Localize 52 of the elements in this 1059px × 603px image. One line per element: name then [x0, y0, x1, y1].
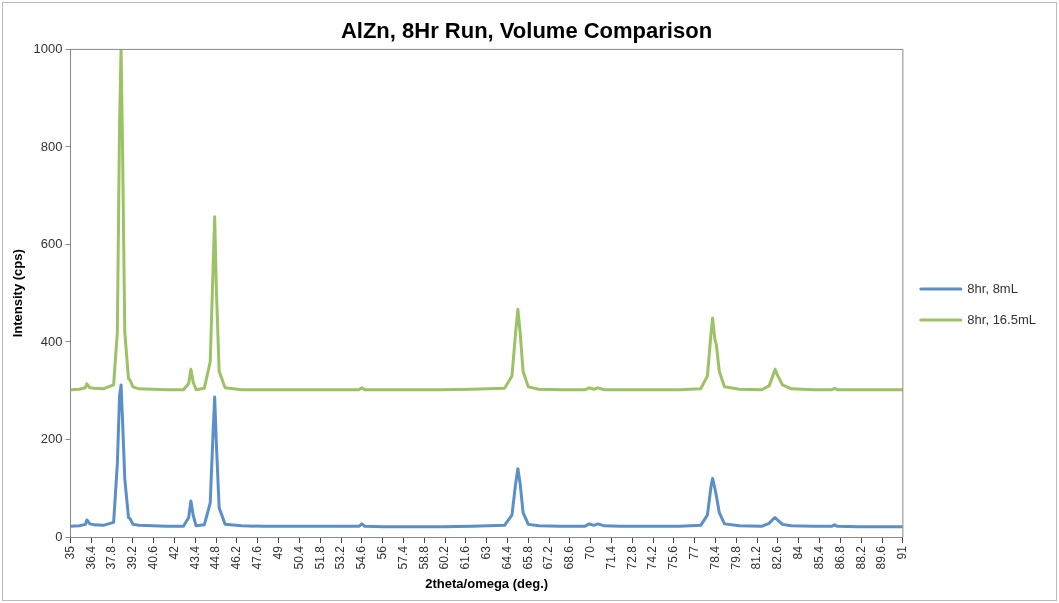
x-tick-label: 70 — [583, 545, 598, 560]
x-tick-label: 75.6 — [666, 545, 681, 570]
x-tick-label: 72.8 — [624, 545, 639, 570]
x-tick-label: 54.6 — [354, 545, 369, 570]
x-tick-label: 37.8 — [104, 545, 119, 570]
x-tick-label: 88.2 — [853, 545, 868, 570]
x-tick-label: 63 — [478, 545, 493, 560]
x-tick-label: 60.2 — [437, 545, 452, 570]
x-tick-label: 85.4 — [811, 545, 826, 570]
y-tick-label: 1000 — [33, 40, 63, 56]
x-tick-label: 49 — [270, 545, 285, 560]
x-tick-label: 71.4 — [603, 545, 618, 570]
x-tick-label: 67.2 — [541, 545, 556, 570]
x-tick-label: 43.4 — [187, 545, 202, 570]
x-tick-label: 40.6 — [146, 545, 161, 570]
x-tick-label: 57.4 — [395, 545, 410, 570]
y-axis-title: Intensity (cps) — [10, 249, 26, 338]
x-tick-label: 39.2 — [125, 545, 140, 570]
x-tick-label: 68.6 — [562, 545, 577, 570]
y-tick-label: 400 — [40, 333, 63, 349]
x-tick-label: 77 — [687, 545, 702, 560]
x-tick-label: 78.4 — [707, 545, 722, 570]
x-tick-label: 79.8 — [728, 545, 743, 570]
x-tick-label: 91 — [895, 545, 910, 560]
y-tick-label: 200 — [40, 431, 63, 447]
legend-label: 8hr, 16.5mL — [967, 311, 1036, 327]
y-tick-label: 600 — [40, 236, 63, 252]
x-tick-label: 64.4 — [499, 545, 514, 570]
x-tick-label: 89.6 — [874, 545, 889, 570]
x-tick-label: 44.8 — [208, 545, 223, 570]
x-tick-label: 50.4 — [291, 545, 306, 570]
y-tick-label: 800 — [40, 138, 63, 154]
x-tick-label: 56 — [374, 545, 389, 560]
x-tick-label: 42 — [166, 545, 181, 560]
y-tick-label: 0 — [55, 528, 63, 544]
x-tick-label: 74.2 — [645, 545, 660, 570]
x-tick-label: 82.6 — [770, 545, 785, 570]
x-tick-label: 36.4 — [83, 545, 98, 570]
x-tick-label: 47.6 — [250, 545, 265, 570]
x-tick-label: 81.2 — [749, 545, 764, 570]
x-tick-label: 65.8 — [520, 545, 535, 570]
x-tick-label: 35 — [62, 545, 77, 560]
x-tick-label: 58.8 — [416, 545, 431, 570]
x-tick-label: 61.6 — [458, 545, 473, 570]
x-tick-label: 53.2 — [333, 545, 348, 570]
chart-title: AlZn, 8Hr Run, Volume Comparison — [340, 18, 713, 44]
x-tick-label: 46.2 — [229, 545, 244, 570]
x-tick-label: 51.8 — [312, 545, 327, 570]
legend-label: 8hr, 8mL — [967, 280, 1018, 296]
x-tick-label: 86.8 — [832, 545, 847, 570]
x-tick-label: 84 — [791, 545, 806, 560]
x-axis-title: 2theta/omega (deg.) — [425, 575, 549, 591]
